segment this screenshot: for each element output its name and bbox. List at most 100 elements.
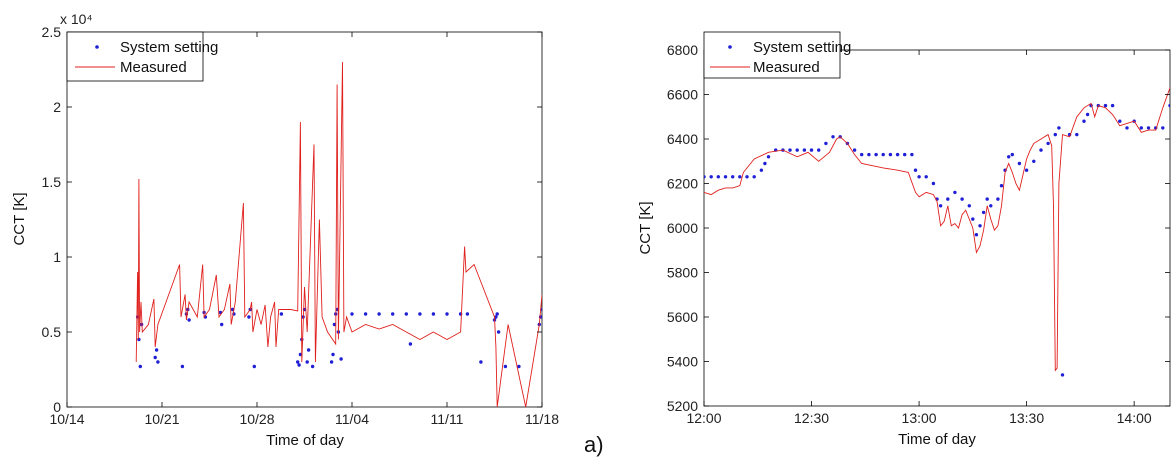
right-series-system-setting-point	[1082, 119, 1086, 123]
right-chart: 12:00 12:30 13:00 13:30 14:00 5200 5400 5600 580…	[637, 31, 1171, 448]
right-series-system-setting-point	[852, 148, 857, 152]
right-series-measured-line	[704, 87, 1170, 372]
left-chart: 10/14 10/21 10/28 11/04 11/11 11/18 0 0.5 1 1.5 2 2…	[11, 11, 559, 449]
right-x-tick-label: 12:00	[686, 410, 721, 426]
left-series-system-setting-point	[156, 360, 160, 364]
right-y-tick-label: 6200	[667, 176, 698, 192]
right-y-tick-label: 5800	[667, 265, 698, 281]
right-series-system-setting-point	[1161, 126, 1165, 130]
left-series-system-setting-point	[538, 315, 542, 319]
left-y-tick-label: 2	[53, 99, 61, 115]
right-series-system-setting-point	[824, 141, 828, 146]
right-series-system-setting-point	[704, 175, 706, 179]
left-series-system-setting-point	[377, 312, 381, 316]
left-series-system-setting-point	[408, 342, 413, 346]
left-x-tick-label: 11/11	[431, 411, 464, 427]
right-series-system-setting-point	[967, 204, 971, 208]
left-series-system-setting-point	[296, 360, 300, 364]
right-series-system-setting-point	[860, 152, 864, 157]
right-series-system-setting-point	[1046, 141, 1050, 146]
right-series-system-setting-point	[731, 175, 735, 179]
left-legend-system-setting: System setting	[120, 39, 218, 56]
left-y-tick-label: 0	[53, 399, 61, 415]
right-series-system-setting-point	[867, 152, 871, 157]
left-series-system-setting-point	[153, 355, 157, 360]
right-series-system-setting-point	[1039, 148, 1043, 152]
left-series-system-setting-point	[154, 348, 159, 352]
left-y-tick-label: 0.5	[42, 324, 62, 340]
right-series-system-setting-point	[895, 152, 900, 157]
right-series-system-setting-point	[1060, 373, 1065, 377]
left-series-system-setting-point	[187, 318, 191, 322]
right-series-system-setting-point	[738, 175, 742, 179]
right-series-system-setting-point	[752, 175, 756, 179]
right-y-tick-label: 6800	[667, 42, 698, 58]
right-series-system-setting-point	[1032, 159, 1036, 163]
right-series-system-setting-point	[960, 197, 964, 201]
left-series-system-setting-point	[331, 352, 335, 357]
right-series-system-setting-point	[1110, 103, 1115, 108]
right-series-system-setting-point	[763, 161, 767, 166]
right-series-system-setting-point	[1007, 155, 1011, 159]
right-series-system-setting-point	[924, 175, 928, 179]
right-series-system-setting-point	[817, 148, 821, 152]
right-x-tick-label: 14:00	[1117, 410, 1152, 426]
right-series-system-setting-point	[1125, 126, 1129, 130]
left-series-system-setting-point	[404, 312, 408, 316]
right-series-system-setting-point	[709, 175, 713, 179]
right-series-system-setting-point	[910, 152, 914, 157]
right-y-tick-label: 5600	[667, 309, 698, 325]
left-x-tick-label: 11/04	[335, 411, 369, 427]
right-legend-dot-marker	[728, 45, 732, 49]
right-series-system-setting-point	[831, 135, 835, 139]
right-series-system-setting-point	[917, 175, 921, 179]
right-series-system-setting-point	[1103, 103, 1108, 108]
left-y-exponent: x 10⁴	[60, 11, 92, 27]
right-series-system-setting-point	[1010, 152, 1014, 157]
left-series-system-setting-point	[332, 322, 337, 327]
left-series-system-setting-point	[465, 312, 470, 316]
right-series-system-setting-point	[938, 204, 943, 208]
right-series-system-setting-point	[931, 181, 936, 186]
figure-label: a)	[584, 432, 604, 457]
right-y-tick-label: 6400	[667, 131, 698, 147]
right-y-tick-label: 6000	[667, 220, 698, 236]
right-series-system-setting-point	[723, 175, 728, 179]
right-series-system-setting-point	[903, 152, 907, 157]
left-series-system-setting-point	[517, 364, 521, 369]
right-y-tick-label: 6600	[667, 87, 698, 103]
left-series-system-setting-point	[180, 364, 185, 369]
left-y-axis-label: CCT [K]	[11, 192, 28, 245]
left-series-system-setting-point	[445, 312, 449, 316]
right-series-system-setting-point	[1053, 132, 1058, 137]
right-series-system-setting-point	[946, 197, 950, 201]
left-series-system-setting-point	[431, 312, 436, 316]
right-series-system-setting-point	[888, 152, 893, 157]
right-plot-area	[703, 49, 1171, 407]
right-series-system-setting-point	[996, 197, 1000, 201]
right-series-system-setting-point	[745, 175, 749, 179]
left-series-system-setting-point	[220, 322, 224, 327]
right-series-system-setting-point	[985, 197, 989, 201]
left-series-system-setting-point	[418, 312, 422, 316]
left-series-system-setting-point	[494, 315, 498, 319]
left-series-system-setting-point	[137, 337, 141, 342]
right-series-system-setting-point	[1024, 168, 1029, 172]
right-series-system-setting-point	[1017, 161, 1022, 166]
right-series-system-setting-point	[881, 152, 885, 157]
right-series-system-setting-point	[766, 155, 771, 159]
left-x-tick-label: 10/21	[144, 411, 179, 427]
right-series-system-setting-point	[1118, 119, 1122, 123]
right-legend-system-setting: System setting	[753, 39, 851, 56]
left-y-tick-label: 1.5	[42, 174, 62, 190]
left-series-system-setting-point	[495, 312, 499, 316]
left-series-system-setting-point	[329, 360, 334, 364]
right-y-axis-label: CCT [K]	[637, 201, 654, 254]
right-series-system-setting-point	[874, 152, 878, 157]
right-x-axis-label: Time of day	[898, 431, 976, 448]
right-legend-box	[703, 31, 841, 79]
left-x-axis-label: Time of day	[266, 432, 344, 449]
right-series-system-setting-point	[989, 204, 993, 208]
right-y-tick-label: 5400	[667, 354, 698, 370]
